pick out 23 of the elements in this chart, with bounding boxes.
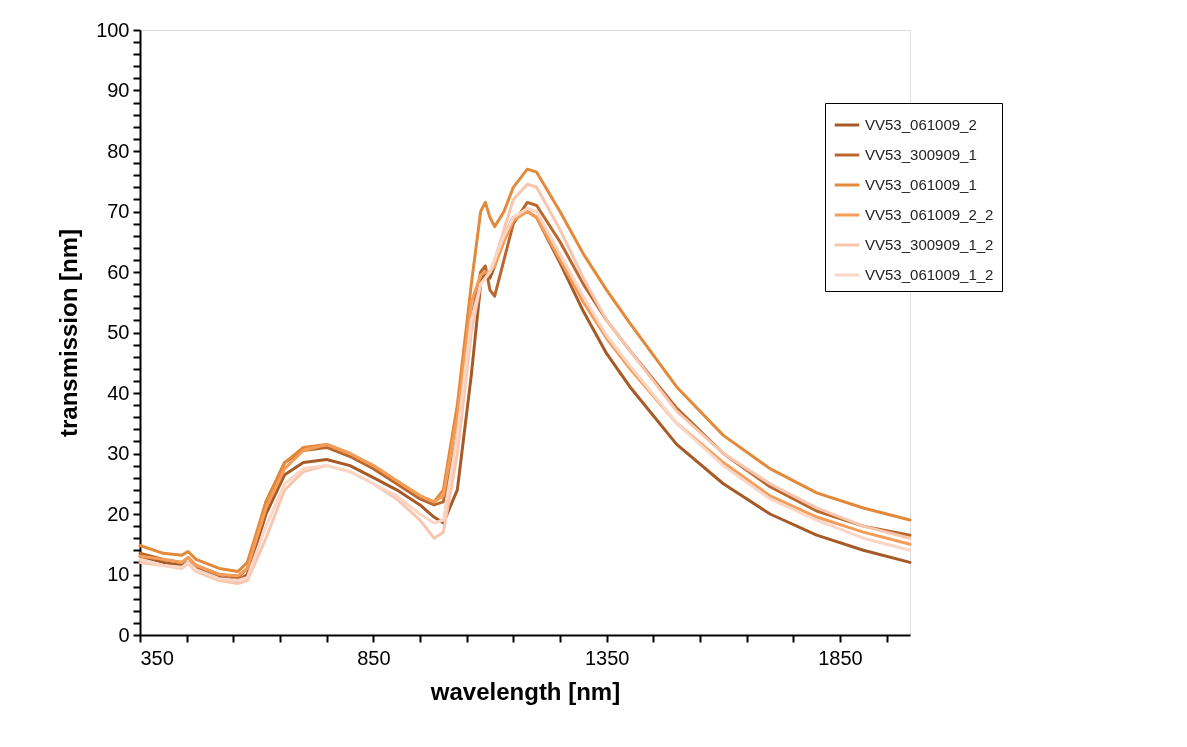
y-tick-label: 80 (107, 139, 130, 162)
y-tick-label: 50 (107, 321, 130, 343)
y-tick-label: 40 (107, 381, 130, 404)
legend-label: VV53_061009_1 (865, 176, 977, 193)
legend-label: VV53_300909_1_2 (865, 236, 994, 253)
legend-label: VV53_300909_1 (865, 146, 977, 163)
x-tick-label: 350 (140, 646, 174, 669)
y-tick-label: 20 (107, 502, 130, 525)
x-tick-label: 850 (357, 646, 391, 669)
x-tick-label: 1850 (818, 646, 863, 669)
legend-label: VV53_061009_2_2 (865, 206, 994, 223)
y-tick-label: 60 (107, 260, 130, 283)
y-axis-title: transmission [nm] (55, 228, 83, 438)
y-tick-label: 0 (118, 623, 130, 646)
y-tick-label: 90 (107, 79, 130, 101)
legend-label: VV53_061009_2 (865, 116, 977, 133)
legend-label: VV53_061009_1_2 (865, 266, 994, 283)
y-tick-label: 100 (96, 18, 130, 41)
x-axis-title: wavelength [nm] (429, 677, 621, 705)
y-tick-label: 30 (107, 442, 130, 464)
y-tick-label: 70 (107, 200, 130, 222)
y-tick-label: 10 (107, 563, 130, 585)
x-tick-label: 1350 (584, 646, 630, 669)
